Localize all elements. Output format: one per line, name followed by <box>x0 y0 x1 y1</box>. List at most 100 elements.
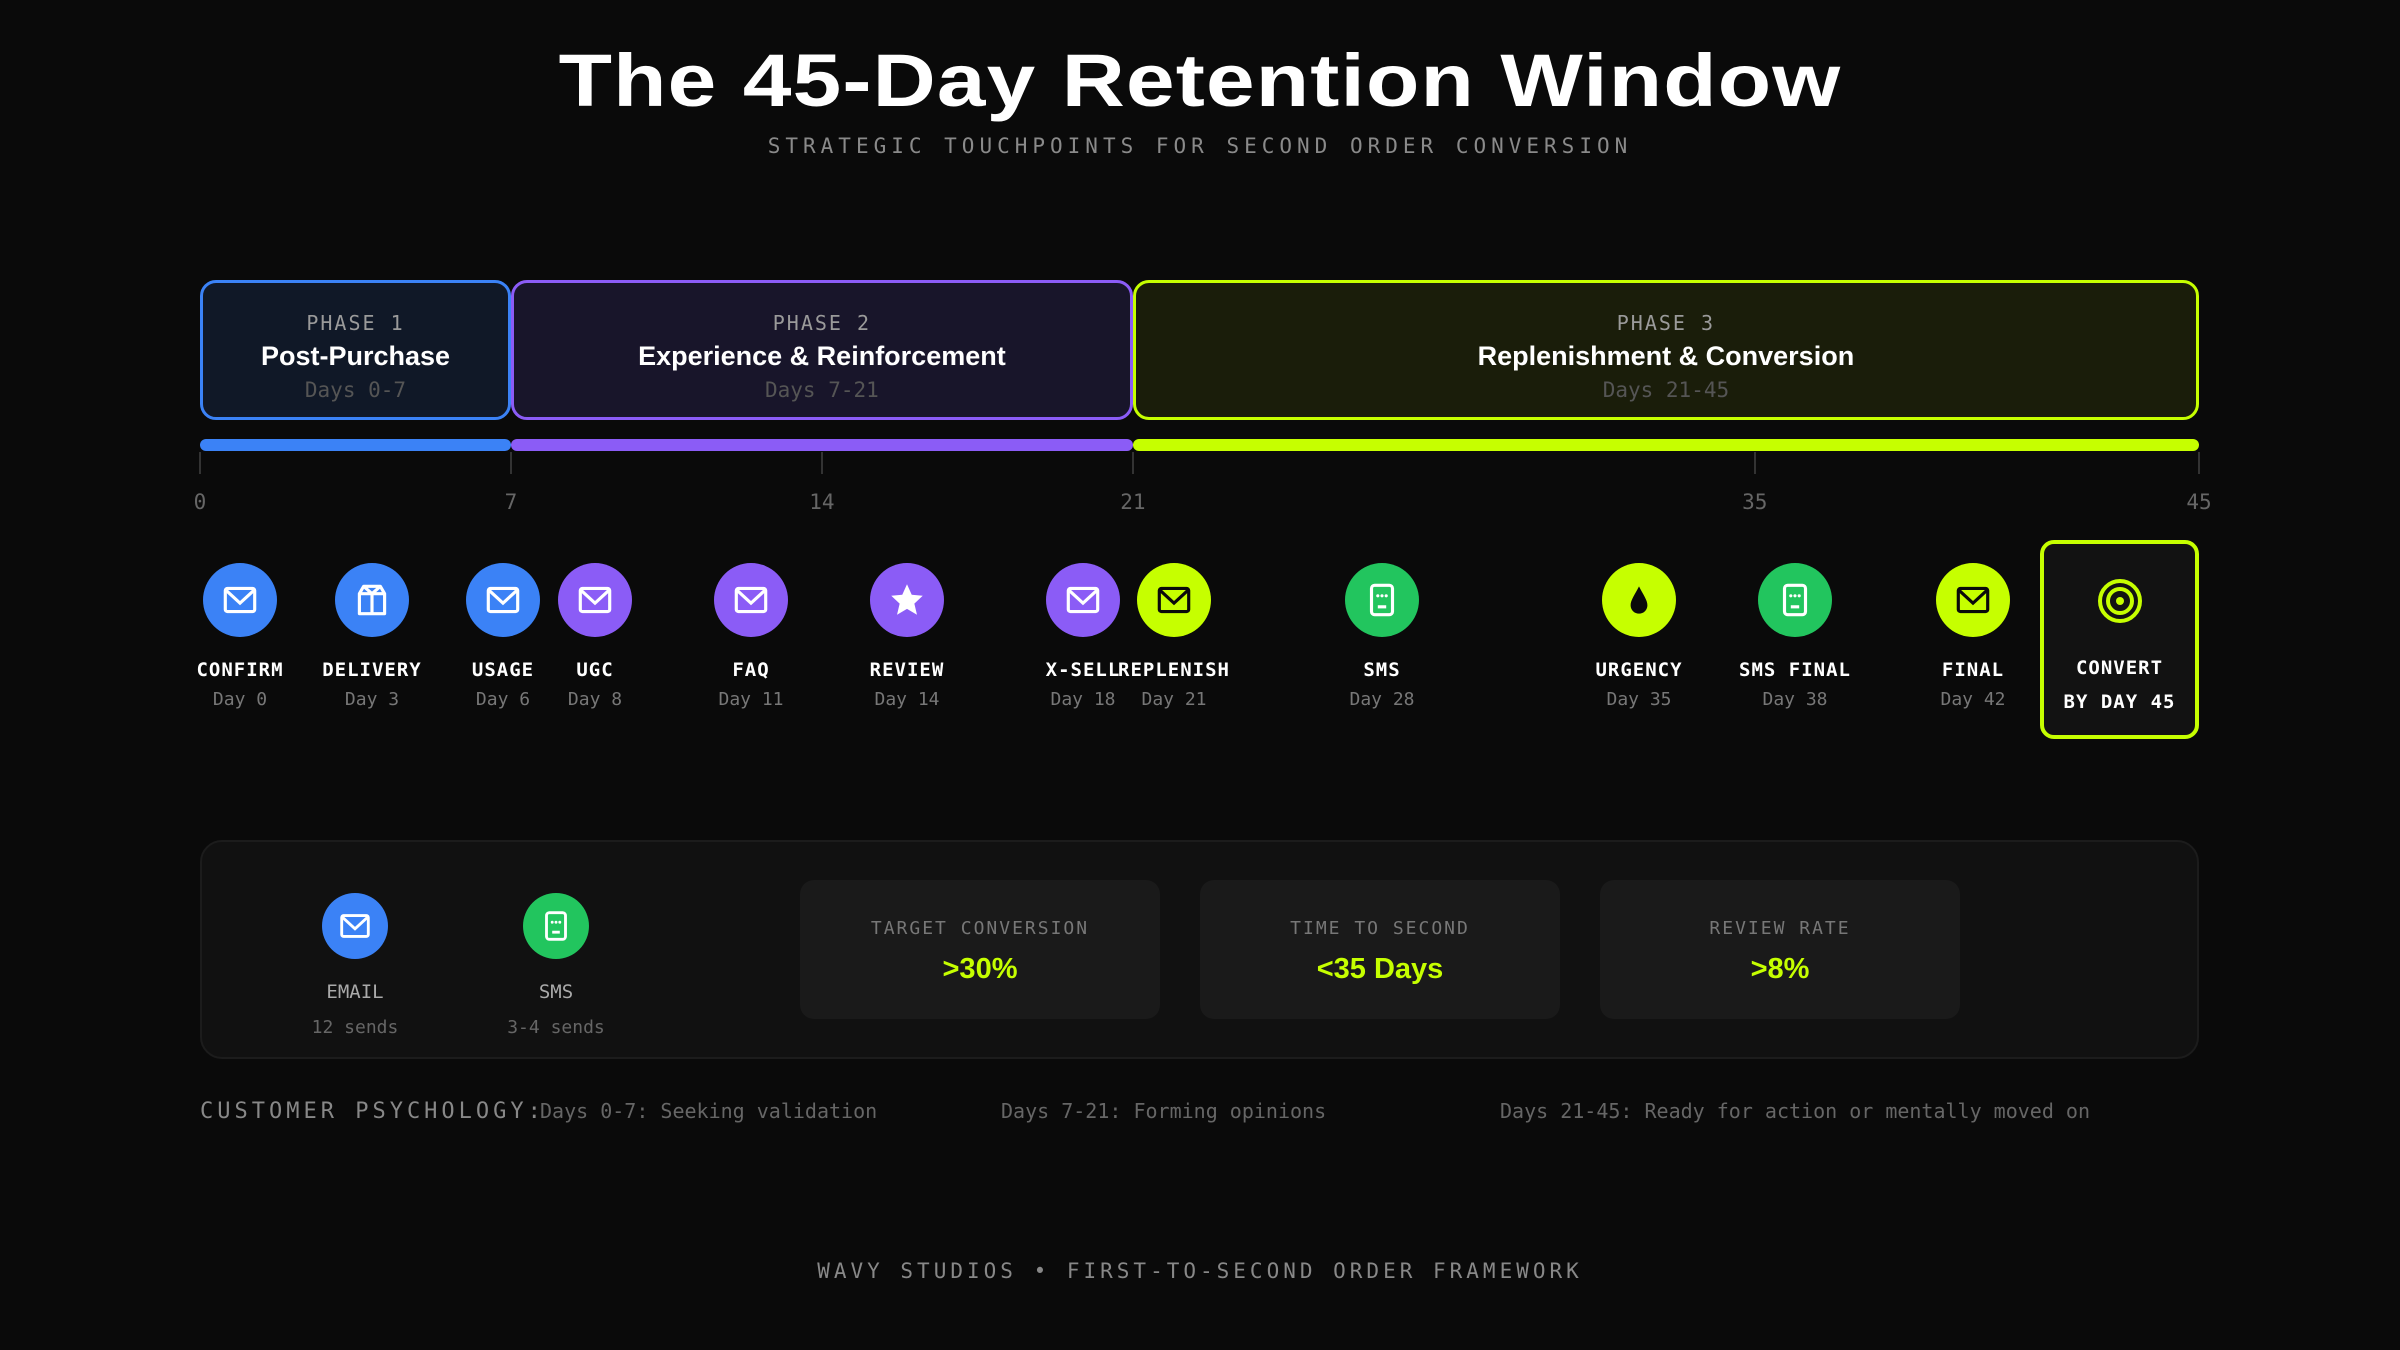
phase-card-1: PHASE 1 Post-Purchase Days 0-7 <box>200 280 511 420</box>
phase-days: Days 21-45 <box>1602 378 1730 402</box>
star-icon <box>870 563 944 637</box>
touchpoint-final: FINAL Day 42 <box>1898 563 2048 710</box>
channel-sends: 12 sends <box>311 1017 399 1038</box>
phase-days: Days 0-7 <box>304 378 407 402</box>
phase-card-2: PHASE 2 Experience & Reinforcement Days 7-… <box>510 280 1133 420</box>
phase-bar-3 <box>1132 439 2199 451</box>
phase-bar-2 <box>510 439 1133 451</box>
mail-icon <box>1046 563 1120 637</box>
touchpoint-label: USAGE <box>471 659 535 681</box>
touchpoint-delivery: DELIVERY Day 3 <box>297 563 447 710</box>
stat-card: REVIEW RATE >8% <box>1600 880 1960 1019</box>
axis-tick-label: 35 <box>1742 490 1768 514</box>
touchpoint-label: FAQ <box>732 659 770 681</box>
touchpoint-day: Day 11 <box>718 689 784 710</box>
axis-tick-label: 21 <box>1120 490 1146 514</box>
channel-sends: 3-4 sends <box>507 1017 605 1038</box>
psychology-item: Days 21-45: Ready for action or mentally… <box>1500 1099 2091 1123</box>
psychology-label-wrap: CUSTOMER PSYCHOLOGY: <box>200 1099 545 1124</box>
axis-tick <box>2198 452 2200 474</box>
touchpoint-day: Day 42 <box>1940 689 2006 710</box>
channel-email: EMAIL 12 sends <box>275 893 435 1038</box>
touchpoint-x-sell: X-SELL Day 18 <box>1008 563 1158 710</box>
phase-number: PHASE 1 <box>306 311 405 335</box>
touchpoint-label: DELIVERY <box>322 659 422 681</box>
touchpoint-day: Day 14 <box>874 689 940 710</box>
psychology-item: Days 0-7: Seeking validation <box>540 1099 878 1123</box>
axis-tick <box>1131 452 1134 474</box>
mail-icon <box>1137 563 1211 637</box>
stat-card: TIME TO SECOND <35 Days <box>1200 880 1560 1019</box>
phase-days: Days 7-21 <box>765 378 879 402</box>
phase-card-3: PHASE 3 Replenishment & Conversion Days 21… <box>1132 280 2199 420</box>
touchpoint-ugc: UGC Day 8 <box>520 563 670 710</box>
channel-label: SMS <box>538 981 574 1003</box>
touchpoint-confirm: CONFIRM Day 0 <box>165 563 315 710</box>
stat-card: TARGET CONVERSION >30% <box>800 880 1160 1019</box>
mail-icon <box>1936 563 2010 637</box>
sms-icon <box>523 893 589 959</box>
touchpoint-label: SMS <box>1363 659 1401 681</box>
touchpoint-review: REVIEW Day 14 <box>832 563 982 710</box>
psychology-label: CUSTOMER PSYCHOLOGY: <box>200 1099 545 1124</box>
stat-value: <35 Days <box>1316 953 1444 985</box>
goal-line1: CONVERT <box>2075 657 2164 679</box>
touchpoint-urgency: URGENCY Day 35 <box>1564 563 1714 710</box>
touchpoint-label: URGENCY <box>1595 659 1683 681</box>
touchpoint-day: Day 0 <box>212 689 268 710</box>
mail-icon <box>714 563 788 637</box>
drop-icon <box>1602 563 1676 637</box>
page-title: The 45-Day Retention Window <box>558 39 1842 122</box>
axis-tick-label: 14 <box>809 490 835 514</box>
phase-bar-1 <box>200 439 511 451</box>
touchpoint-day: Day 3 <box>344 689 400 710</box>
phase-number: PHASE 2 <box>772 311 872 335</box>
axis-tick <box>820 452 823 474</box>
box-icon <box>335 563 409 637</box>
mail-icon <box>322 893 388 959</box>
stat-label: REVIEW RATE <box>1709 918 1851 939</box>
channel-label: EMAIL <box>326 981 384 1003</box>
psychology-item: Days 7-21: Forming opinions <box>1001 1099 1327 1123</box>
touchpoint-label: UGC <box>576 659 614 681</box>
goal-line2: BY DAY 45 <box>2063 691 2176 713</box>
stat-value: >30% <box>942 953 1018 985</box>
touchpoint-label: REPLENISH <box>1118 659 1230 681</box>
axis-tick-label: 45 <box>2186 490 2212 514</box>
touchpoint-usage: USAGE Day 6 <box>428 563 578 710</box>
phase-title: Post-Purchase <box>260 341 451 371</box>
sms-icon <box>1758 563 1832 637</box>
touchpoint-label: CONFIRM <box>196 659 284 681</box>
stat-label: TIME TO SECOND <box>1290 918 1470 939</box>
phase-title: Replenishment & Conversion <box>1477 341 1855 371</box>
axis-tick <box>1753 452 1756 474</box>
convert-goal-box: CONVERT BY DAY 45 <box>2040 540 2199 739</box>
touchpoint-day: Day 35 <box>1606 689 1672 710</box>
channel-sms: SMS 3-4 sends <box>476 893 636 1038</box>
touchpoint-day: Day 21 <box>1141 689 1207 710</box>
touchpoint-day: Day 28 <box>1349 689 1415 710</box>
touchpoint-day: Day 38 <box>1762 689 1828 710</box>
mail-icon <box>466 563 540 637</box>
touchpoint-sms: SMS Day 28 <box>1307 563 1457 710</box>
target-icon <box>2044 576 2195 631</box>
touchpoint-day: Day 6 <box>475 689 531 710</box>
mail-icon <box>558 563 632 637</box>
footer: WAVY STUDIOS • FIRST-TO-SECOND ORDER FRA… <box>817 1259 1583 1283</box>
touchpoint-faq: FAQ Day 11 <box>676 563 826 710</box>
stat-label: TARGET CONVERSION <box>870 918 1090 939</box>
axis-tick <box>509 452 512 474</box>
touchpoint-sms-final: SMS FINAL Day 38 <box>1720 563 1870 710</box>
mail-icon <box>203 563 277 637</box>
touchpoint-label: X-SELL <box>1045 659 1121 681</box>
stat-value: >8% <box>1750 953 1810 985</box>
axis-tick <box>199 452 201 474</box>
touchpoint-day: Day 8 <box>567 689 623 710</box>
sms-icon <box>1345 563 1419 637</box>
touchpoint-replenish: REPLENISH Day 21 <box>1099 563 1249 710</box>
phase-title: Experience & Reinforcement <box>638 341 1006 371</box>
touchpoint-day: Day 18 <box>1050 689 1116 710</box>
axis-tick-label: 0 <box>193 490 207 514</box>
touchpoint-label: SMS FINAL <box>1739 659 1851 681</box>
touchpoint-label: REVIEW <box>869 659 945 681</box>
